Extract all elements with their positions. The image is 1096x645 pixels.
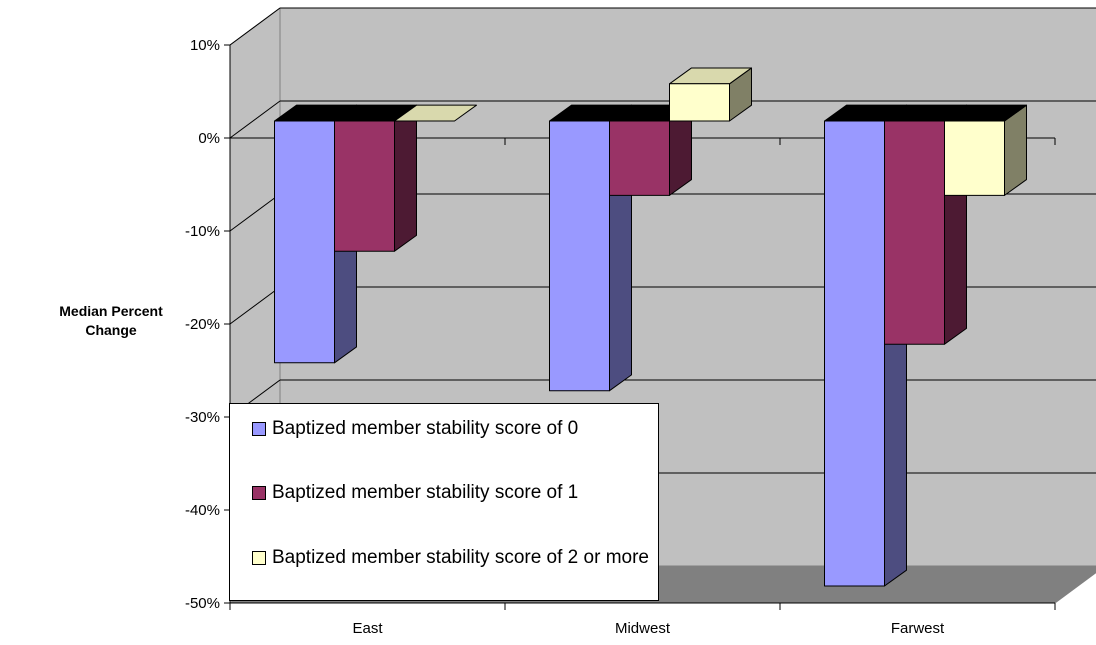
legend-label: Baptized member stability score of 2 or … [272, 547, 649, 568]
bar-0-0 [274, 120, 335, 364]
legend-swatch [252, 486, 266, 500]
y-tick-label: 0% [198, 130, 220, 147]
y-tick-label: -40% [185, 502, 220, 519]
legend-swatch [252, 422, 266, 436]
y-tick-label: -20% [185, 316, 220, 333]
bar-0-1 [334, 120, 395, 252]
bar-side [394, 104, 417, 252]
bar-1-0 [549, 120, 610, 392]
x-tick-label: East [352, 620, 383, 637]
y-tick-label: -10% [185, 223, 220, 240]
bar-2-0 [824, 120, 885, 587]
y-tick-label: 10% [190, 37, 220, 54]
y-tick-label: -30% [185, 409, 220, 426]
gridline-side [229, 193, 281, 232]
bar-2-2 [944, 120, 1005, 196]
y-tick-label: -50% [185, 595, 220, 612]
y-axis-label: Median Percent Change [59, 303, 163, 338]
x-tick-label: Midwest [615, 620, 671, 637]
bar-0-2 [394, 104, 477, 122]
chart-legend: Baptized member stability score of 0 Bapt… [229, 403, 659, 601]
bar-1-1 [609, 120, 670, 196]
gridline-side [229, 100, 281, 139]
legend-label: Baptized member stability score of 0 [272, 418, 579, 439]
gridline-side [229, 7, 281, 46]
gridline-side [229, 286, 281, 325]
bar-1-2 [669, 83, 730, 122]
legend-label: Baptized member stability score of 1 [272, 482, 579, 503]
bar-2-1 [884, 120, 945, 345]
x-tick-label: Farwest [891, 620, 945, 637]
legend-swatch [252, 551, 266, 565]
